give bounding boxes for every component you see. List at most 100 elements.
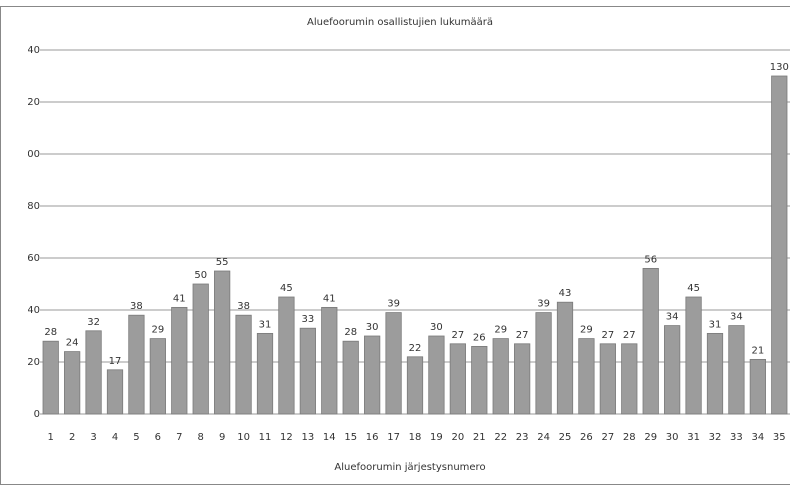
x-tick-label: 6 bbox=[155, 432, 161, 443]
x-tick-label: 18 bbox=[409, 432, 422, 443]
x-tick-label: 20 bbox=[451, 432, 464, 443]
data-label: 45 bbox=[687, 283, 700, 294]
bar bbox=[214, 270, 231, 415]
data-label: 56 bbox=[644, 254, 657, 265]
y-tick-label: 40 bbox=[27, 305, 40, 316]
y-tick-label: 140 bbox=[21, 45, 40, 56]
x-tick-label: 13 bbox=[301, 432, 314, 443]
bar bbox=[664, 325, 681, 415]
x-tick-label: 32 bbox=[709, 432, 722, 443]
bar bbox=[106, 369, 124, 415]
data-label: 22 bbox=[409, 343, 422, 354]
data-label: 41 bbox=[323, 293, 336, 304]
data-label: 55 bbox=[216, 257, 229, 268]
y-tick-label: 120 bbox=[21, 97, 40, 108]
x-axis-label: Aluefoorumin järjestysnumero bbox=[334, 462, 485, 473]
x-tick-label: 1 bbox=[48, 432, 54, 443]
data-label: 28 bbox=[344, 327, 357, 338]
data-label: 41 bbox=[173, 293, 186, 304]
bar bbox=[514, 343, 531, 415]
bar bbox=[64, 351, 81, 415]
x-tick-label: 16 bbox=[366, 432, 379, 443]
x-tick-label: 3 bbox=[90, 432, 96, 443]
bar bbox=[278, 296, 295, 415]
bar bbox=[556, 301, 574, 415]
bar bbox=[578, 338, 595, 415]
bar bbox=[706, 332, 724, 415]
x-tick-label: 9 bbox=[219, 432, 225, 443]
data-label: 27 bbox=[623, 330, 636, 341]
x-tick-label: 27 bbox=[601, 432, 614, 443]
data-label: 38 bbox=[130, 301, 143, 312]
data-label: 38 bbox=[237, 301, 250, 312]
data-label: 31 bbox=[259, 319, 272, 330]
data-label: 130 bbox=[770, 62, 789, 73]
y-tick-label: 80 bbox=[27, 201, 40, 212]
x-tick-label: 23 bbox=[516, 432, 529, 443]
bar bbox=[385, 312, 402, 415]
bar bbox=[85, 330, 102, 415]
data-label: 17 bbox=[109, 356, 122, 367]
chart-frame bbox=[0, 6, 790, 485]
x-tick-label: 24 bbox=[537, 432, 550, 443]
chart-title: Aluefoorumin osallistujien lukumäärä bbox=[307, 17, 493, 28]
y-tick-label: 0 bbox=[34, 409, 40, 420]
bar bbox=[128, 314, 145, 415]
bar bbox=[299, 327, 316, 415]
data-label: 27 bbox=[451, 330, 464, 341]
x-tick-label: 30 bbox=[666, 432, 679, 443]
x-tick-label: 26 bbox=[580, 432, 593, 443]
bar bbox=[492, 338, 509, 415]
x-tick-label: 5 bbox=[133, 432, 139, 443]
x-tick-label: 19 bbox=[430, 432, 443, 443]
data-label: 24 bbox=[66, 338, 79, 349]
x-tick-label: 28 bbox=[623, 432, 636, 443]
bar bbox=[449, 343, 466, 415]
data-label: 26 bbox=[473, 332, 486, 343]
x-tick-label: 12 bbox=[280, 432, 293, 443]
data-label: 31 bbox=[709, 319, 722, 330]
bar bbox=[642, 267, 659, 415]
data-label: 27 bbox=[601, 330, 614, 341]
bar bbox=[471, 345, 488, 415]
bar bbox=[749, 358, 766, 415]
bar bbox=[171, 306, 188, 415]
data-label: 28 bbox=[44, 327, 57, 338]
data-label: 27 bbox=[516, 330, 529, 341]
bar bbox=[406, 356, 424, 415]
data-label: 34 bbox=[666, 312, 679, 323]
data-label: 29 bbox=[580, 325, 593, 336]
bar bbox=[192, 283, 209, 415]
x-tick-label: 35 bbox=[773, 432, 786, 443]
y-tick-label: 60 bbox=[27, 253, 40, 264]
data-label: 30 bbox=[430, 322, 443, 333]
x-tick-label: 11 bbox=[259, 432, 272, 443]
data-label: 30 bbox=[366, 322, 379, 333]
bar bbox=[535, 312, 552, 415]
data-label: 39 bbox=[387, 299, 400, 310]
bar bbox=[621, 343, 638, 415]
x-tick-label: 34 bbox=[751, 432, 764, 443]
bar bbox=[256, 332, 274, 415]
bar bbox=[149, 338, 166, 415]
y-tick-label: 100 bbox=[21, 149, 40, 160]
bar bbox=[235, 314, 252, 415]
bar bbox=[342, 340, 359, 415]
data-label: 32 bbox=[87, 317, 100, 328]
x-tick-label: 2 bbox=[69, 432, 75, 443]
data-label: 43 bbox=[559, 288, 572, 299]
bar bbox=[771, 75, 788, 415]
bar bbox=[728, 325, 745, 415]
x-tick-label: 31 bbox=[687, 432, 700, 443]
x-tick-label: 22 bbox=[494, 432, 507, 443]
data-label: 34 bbox=[730, 312, 743, 323]
bar bbox=[599, 343, 616, 415]
data-label: 21 bbox=[751, 345, 764, 356]
x-tick-label: 25 bbox=[559, 432, 572, 443]
y-tick-labels: 0 20 40 60 80 100 120 140 bbox=[21, 45, 40, 420]
x-tick-label: 7 bbox=[176, 432, 182, 443]
x-tick-label: 21 bbox=[473, 432, 486, 443]
bar bbox=[42, 340, 59, 415]
bar bbox=[685, 296, 702, 415]
